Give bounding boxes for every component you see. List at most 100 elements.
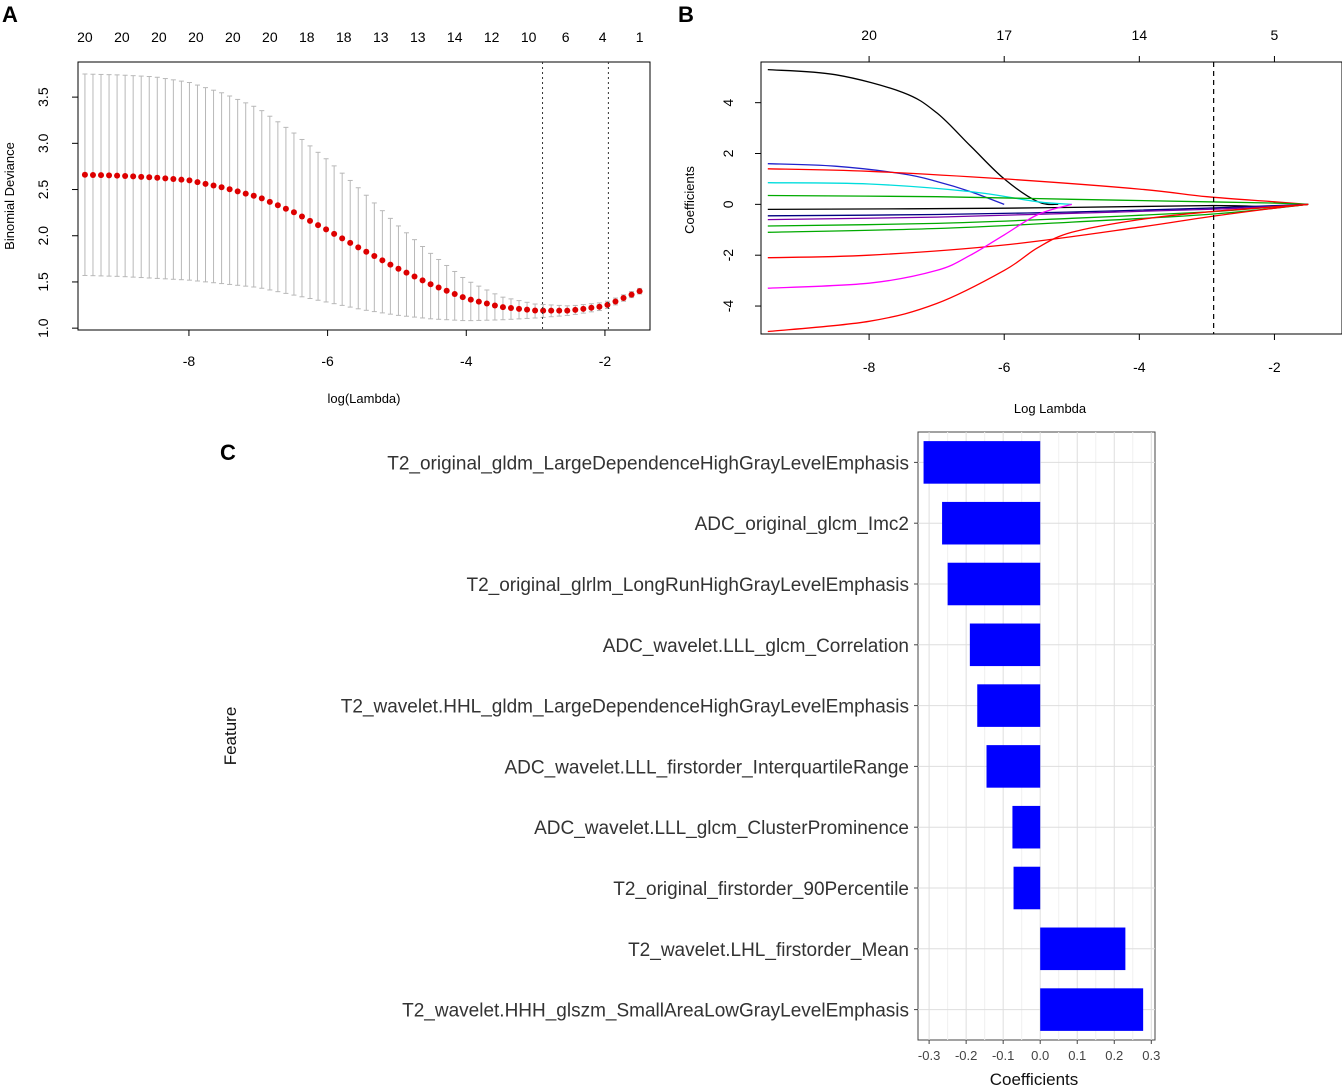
panel-b-x-tick-label: -6 xyxy=(998,359,1011,375)
panel-c-x-tick-label: -0.3 xyxy=(918,1048,940,1063)
panel-b-x-tick-label: -4 xyxy=(1133,359,1146,375)
panel-a-top-tick-label: 12 xyxy=(484,29,500,45)
panel-a-top-tick-label: 20 xyxy=(151,29,167,45)
panel-a-point xyxy=(588,304,595,311)
panel-b-x-tick-label: -8 xyxy=(863,359,876,375)
panel-a-point xyxy=(363,248,370,255)
panel-a-point xyxy=(604,301,611,308)
panel-a-point xyxy=(395,265,402,272)
panel-b-xlabel: Log Lambda xyxy=(1014,401,1087,416)
panel-label-c: C xyxy=(220,440,236,465)
panel-c-xlabel: Coefficients xyxy=(990,1070,1079,1088)
panel-label-a: A xyxy=(2,2,18,27)
panel-a-point xyxy=(162,175,169,182)
panel-b-coef-path xyxy=(767,194,1309,206)
panel-a-point xyxy=(475,298,482,305)
panel-c-bar xyxy=(1040,988,1144,1031)
panel-b-top-tick-label: 20 xyxy=(861,27,877,43)
panel-a-y-tick-label: 1.5 xyxy=(35,272,51,292)
panel-a-point xyxy=(403,269,410,276)
panel-a-point xyxy=(556,307,563,314)
panel-b-coef-path xyxy=(767,203,1309,333)
panel-a-point xyxy=(580,305,587,312)
panel-a-point xyxy=(636,288,643,295)
panel-a-chart: -8 -6 -4 -2 1.0 1.5 2.0 2.5 3.0 3.5 20 20 20 20 20 20 18… xyxy=(2,29,651,406)
panel-b-ylabel: Coefficients xyxy=(682,166,697,234)
panel-a-top-tick-label: 6 xyxy=(562,29,570,45)
panel-c-feature-label: T2_wavelet.HHL_gldm_LargeDependenceHighG… xyxy=(341,697,909,718)
panel-a-point xyxy=(274,202,281,209)
panel-a-y-tick-label: 3.5 xyxy=(35,87,51,107)
panel-a-ylabel: Binomial Deviance xyxy=(2,142,17,250)
panel-a-point xyxy=(331,230,338,237)
panel-a-x-tick-label: -8 xyxy=(183,353,196,369)
panel-a-top-tick-label: 1 xyxy=(636,29,644,45)
panel-c-bar xyxy=(1040,927,1126,971)
panel-a-point xyxy=(89,171,96,178)
panel-a-point xyxy=(483,300,490,307)
panel-a-y-tick-label: 3.0 xyxy=(35,133,51,153)
panel-b-coef-path xyxy=(767,203,1309,259)
panel-c-chart: -0.3 -0.2 -0.1 0.0 0.1 0.2 0.3 T2_original_gldm… xyxy=(221,431,1160,1088)
panel-a-y-tick-label: 1.0 xyxy=(35,318,51,338)
panel-b-coef-path xyxy=(767,182,1072,206)
panel-c-feature-label: T2_wavelet.LHL_firstorder_Mean xyxy=(628,940,909,961)
panel-a-point xyxy=(491,302,498,309)
panel-a-point xyxy=(186,177,193,184)
panel-a-y-tick-label: 2.5 xyxy=(35,180,51,200)
panel-a-point xyxy=(524,306,531,313)
panel-a-point xyxy=(202,180,209,187)
panel-a-top-tick-label: 20 xyxy=(114,29,130,45)
panel-a-top-tick-label: 14 xyxy=(447,29,463,45)
panel-a-point xyxy=(290,209,297,216)
panel-c-bar xyxy=(1012,805,1041,849)
panel-a-point xyxy=(315,222,322,229)
panel-c-bar xyxy=(977,684,1041,727)
panel-a-point xyxy=(266,198,273,205)
panel-a-point xyxy=(612,298,619,305)
panel-a-point xyxy=(459,294,466,301)
panel-b-chart: -8 -6 -4 -2 -4 -2 0 2 4 20 17 14 5 Log Lambda Coeffi… xyxy=(682,27,1342,416)
panel-c-feature-label: T2_original_glrlm_LongRunHighGrayLevelEm… xyxy=(466,575,909,596)
panel-a-point xyxy=(379,257,386,264)
panel-a-frame xyxy=(77,61,651,331)
panel-a-point xyxy=(387,261,394,268)
panel-a-point xyxy=(532,307,539,314)
panel-c-bar xyxy=(986,745,1041,788)
panel-a-point xyxy=(218,184,225,191)
panel-a-point xyxy=(81,171,88,178)
panel-c-feature-label: ADC_original_glcm_Imc2 xyxy=(695,514,909,535)
panel-a-point xyxy=(427,281,434,288)
panel-a-point xyxy=(628,291,635,298)
panel-c-bar xyxy=(942,501,1041,545)
panel-a-point xyxy=(596,303,603,310)
panel-a-xlabel: log(Lambda) xyxy=(328,391,401,406)
panel-c-bar xyxy=(1013,866,1041,910)
panel-a-point xyxy=(298,213,305,220)
panel-a-top-tick-label: 13 xyxy=(373,29,389,45)
panel-c-x-tick-label: 0.0 xyxy=(1031,1048,1049,1063)
panel-c-x-tick-label: 0.2 xyxy=(1105,1048,1123,1063)
panel-a-point xyxy=(170,176,177,183)
panel-a-point xyxy=(507,304,514,311)
panel-c-bar xyxy=(923,441,1041,484)
panel-b-y-tick-label: -2 xyxy=(720,249,736,262)
panel-a-x-tick-label: -2 xyxy=(599,353,612,369)
panel-a-top-tick-label: 18 xyxy=(336,29,352,45)
panel-a-point xyxy=(564,307,571,314)
panel-c-feature-label: T2_wavelet.HHH_glszm_SmallAreaLowGrayLev… xyxy=(402,1001,909,1022)
panel-a-x-tick-label: -4 xyxy=(460,353,473,369)
panel-a-point xyxy=(250,192,257,199)
panel-a-point xyxy=(339,235,346,242)
panel-a-point xyxy=(540,307,547,314)
panel-a-point xyxy=(620,295,627,302)
panel-a-point xyxy=(419,277,426,284)
panel-a-plot-area: -8 -6 -4 -2 1.0 1.5 2.0 2.5 3.0 3.5 20 20 20 20 20 20 18… xyxy=(35,29,644,369)
panel-b-top-tick-label: 17 xyxy=(996,27,1012,43)
panel-a-point xyxy=(323,226,330,233)
panel-label-b: B xyxy=(678,2,694,27)
panel-a-point xyxy=(347,239,354,246)
panel-b-plot-area: -8 -6 -4 -2 -4 -2 0 2 4 20 17 14 5 xyxy=(720,27,1309,375)
panel-a-point xyxy=(258,195,265,202)
panel-a-point xyxy=(435,284,442,291)
